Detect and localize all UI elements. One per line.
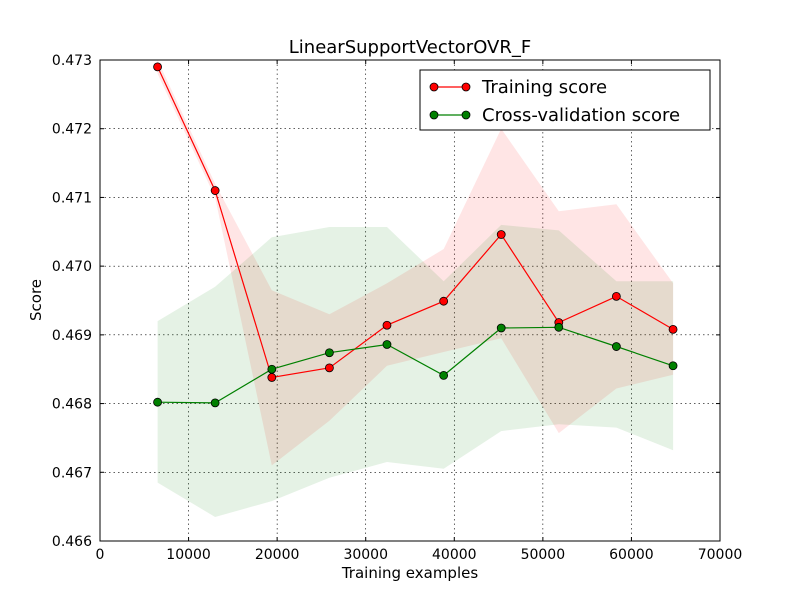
- series-0-point: [382, 320, 392, 330]
- series-1-point: [668, 361, 678, 371]
- x-tick-label: 60000: [609, 547, 654, 563]
- series-1-point: [382, 340, 392, 349]
- x-axis-title: Training examples: [341, 564, 479, 582]
- series-1-point: [496, 323, 506, 333]
- x-tick-label: 70000: [698, 547, 743, 563]
- y-tick-label: 0.473: [52, 53, 92, 69]
- x-tick-label: 0: [96, 547, 105, 563]
- series-0-point: [210, 186, 220, 195]
- x-tick-label: 20000: [255, 547, 300, 563]
- series-1-point: [324, 348, 334, 358]
- legend-label-0: Training score: [481, 77, 607, 98]
- series-0-point: [496, 230, 506, 239]
- y-tick-label: 0.471: [52, 190, 92, 206]
- y-tick-label: 0.466: [52, 534, 92, 550]
- series-1-band: [157, 224, 674, 517]
- series-1-point: [210, 398, 220, 408]
- series-markers: [153, 62, 678, 408]
- series-0-band: [157, 60, 674, 466]
- series-0-point: [439, 296, 449, 306]
- legend-label-1: Cross-validation score: [482, 105, 680, 126]
- legend-marker-1: [429, 110, 439, 120]
- series-0-point: [153, 62, 162, 72]
- legend-marker-0: [429, 82, 439, 92]
- series-0-point: [267, 373, 277, 382]
- x-tick-label: 50000: [521, 547, 566, 563]
- y-tick-label: 0.470: [52, 259, 92, 275]
- y-tick-label: 0.467: [52, 465, 92, 481]
- chart-title: LinearSupportVectorOVR_F: [289, 37, 531, 58]
- y-tick-label: 0.472: [52, 122, 92, 138]
- plot-frame: [99, 59, 721, 542]
- series-0-point: [324, 363, 334, 373]
- series-1-line: [157, 326, 674, 404]
- series-0-point: [611, 291, 621, 301]
- series-lines: [157, 66, 674, 404]
- series-0-point: [668, 324, 678, 334]
- series-1-point: [554, 322, 564, 332]
- y-tick-label: 0.469: [52, 328, 92, 344]
- series-1-point: [267, 364, 277, 374]
- y-axis-title: Score: [27, 279, 45, 321]
- series-0-line: [157, 66, 674, 379]
- x-tick-label: 40000: [432, 547, 477, 563]
- legend: Training score Cross-validation score: [419, 69, 711, 131]
- grid: [100, 60, 720, 541]
- legend-marker-1: [461, 110, 471, 120]
- axis-ticks: 0 10000 20000 30000 40000 50000 60000 70000 0.46…: [52, 53, 742, 563]
- y-tick-label: 0.468: [52, 397, 92, 413]
- legend-marker-0: [461, 82, 471, 92]
- series-1-point: [611, 342, 621, 351]
- series-1-point: [153, 397, 162, 407]
- legend-box: [419, 69, 711, 131]
- confidence-bands: [157, 60, 674, 517]
- x-tick-label: 30000: [343, 547, 388, 563]
- series-1-point: [439, 370, 449, 380]
- x-tick-label: 10000: [166, 547, 211, 563]
